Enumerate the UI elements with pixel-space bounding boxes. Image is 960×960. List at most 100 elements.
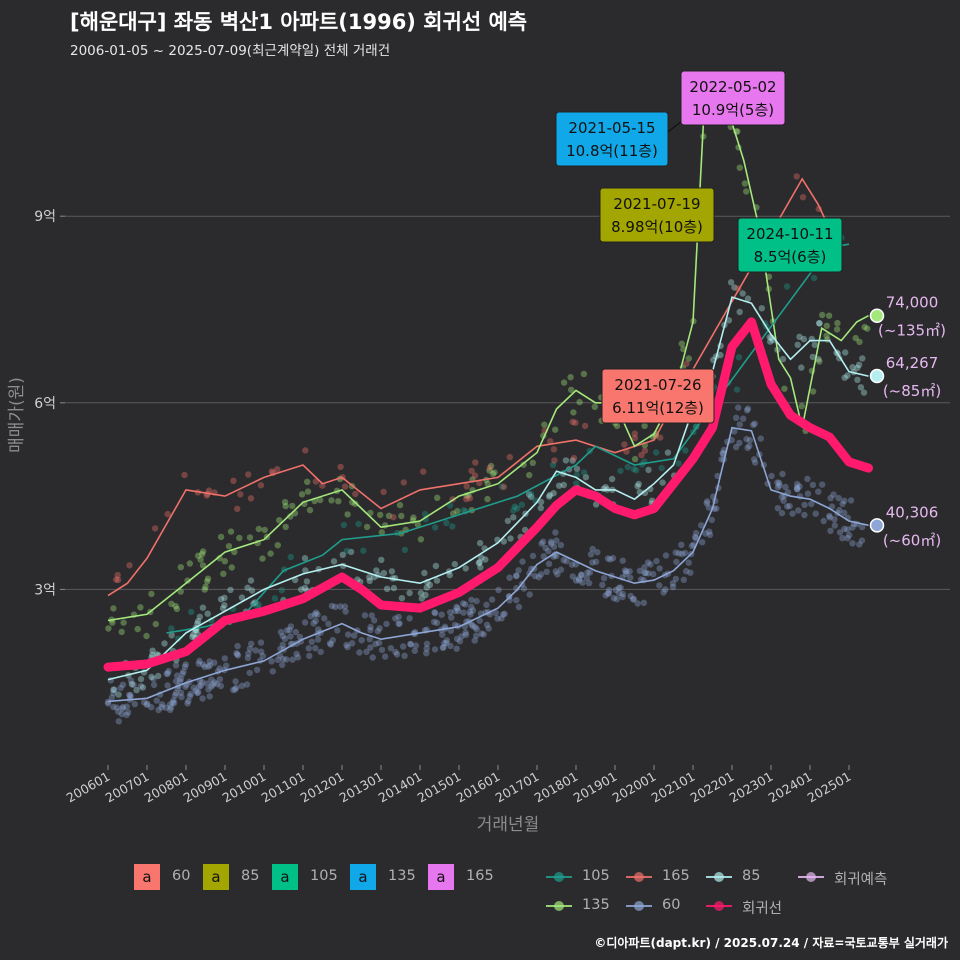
callout-price: 8.5억(6층) [754,248,827,266]
scatter-point [259,652,267,660]
scatter-point [569,573,576,580]
scatter-point [659,479,666,486]
scatter-point [216,555,223,562]
scatter-point [114,571,121,579]
x-tick-label: 200701 [103,769,152,806]
scatter-point [462,631,470,639]
scatter-point [453,635,461,642]
scatter-point [477,564,484,571]
scatter-point [482,556,489,563]
scatter-point [706,531,714,538]
scatter-point [177,564,184,571]
scatter-point [615,584,623,591]
scatter-point [550,490,557,497]
scatter-point [778,509,786,517]
scatter-point [368,612,375,619]
scatter-point [443,639,450,647]
legend-line-key-60 [626,901,652,911]
scatter-point [230,686,237,694]
scatter-point [246,534,254,541]
scatter-point [501,610,508,617]
y-tick-label: 6억 [34,396,56,412]
scatter-point [783,283,791,290]
scatter-point [836,506,843,514]
scatter-point [153,697,160,704]
scatter-point [653,449,660,456]
scatter-point [647,561,654,568]
chart-subtitle: 2006-01-05 ~ 2025-07-09(최근계약일) 전체 거래건 [70,43,391,59]
scatter-point [794,341,801,348]
scatter-point [279,661,286,669]
scatter-point [337,463,344,471]
scatter-point [311,611,318,618]
legend-key-165: a [428,864,454,890]
scatter-point [552,568,559,575]
x-tick-label: 202201 [688,769,737,806]
scatter-point [458,633,465,640]
scatter-point [110,605,117,612]
scatter-point [552,426,559,433]
scatter-point [315,626,322,633]
scatter-point [545,547,552,555]
forecast-point-60 [869,518,885,533]
scatter-point [363,523,371,531]
scatter-point [201,586,208,593]
scatter-point [553,552,560,560]
scatter-point [557,566,565,573]
y-tick-label: 9억 [34,209,56,225]
scatter-point [471,472,479,479]
scatter-point [743,188,750,195]
scatter-point [576,577,583,584]
scatter-point [526,591,533,598]
scatter-point [441,639,448,647]
scatter-point [234,505,241,512]
scatter-point [281,498,289,506]
scatter-point [184,700,191,707]
scatter-point [529,459,536,466]
legend-label-60: 60 [172,868,191,884]
scatter-point [269,668,276,675]
scatter-point [216,665,223,672]
scatter-point [605,586,613,594]
scatter-point [483,621,491,628]
legend-line-dot [714,901,724,911]
scatter-point [801,511,808,519]
scatter-point [662,586,669,593]
scatter-point [580,469,588,476]
scatter-point [312,617,319,624]
scatter-point [494,615,501,622]
scatter-point [789,510,796,517]
scatter-point [472,624,479,631]
scatter-point [520,461,527,468]
scatter-point [473,632,480,639]
scatter-point [358,637,365,644]
scatter-point [827,527,834,534]
scatter-point [732,443,740,451]
scatter-point [173,605,181,613]
scatter-point [846,531,853,539]
scatter-point [685,559,692,566]
scatter-point [473,597,480,605]
scatter-point [410,514,417,521]
scatter-point [378,646,386,654]
scatter-point [148,704,155,711]
scatter-point [181,663,189,670]
scatter-point [149,647,156,654]
series-line-135 [107,97,869,622]
scatter-point [609,554,617,562]
scatter-point [476,559,483,566]
scatter-point [513,572,520,580]
scatter-point [395,613,402,621]
scatter-point [537,498,545,506]
legend-label-105: 105 [310,868,338,884]
scatter-point [718,456,725,463]
scatter-point [396,620,403,627]
scatter-point [195,552,202,559]
scatter-point [702,530,709,537]
scatter-point [466,608,473,615]
scatter-point [621,567,629,574]
scatter-point [658,464,665,472]
y-axis-ticks: 3억 6억 9억 [34,209,65,598]
scatter-point [758,305,765,312]
legend-line-key-85 [706,872,732,882]
